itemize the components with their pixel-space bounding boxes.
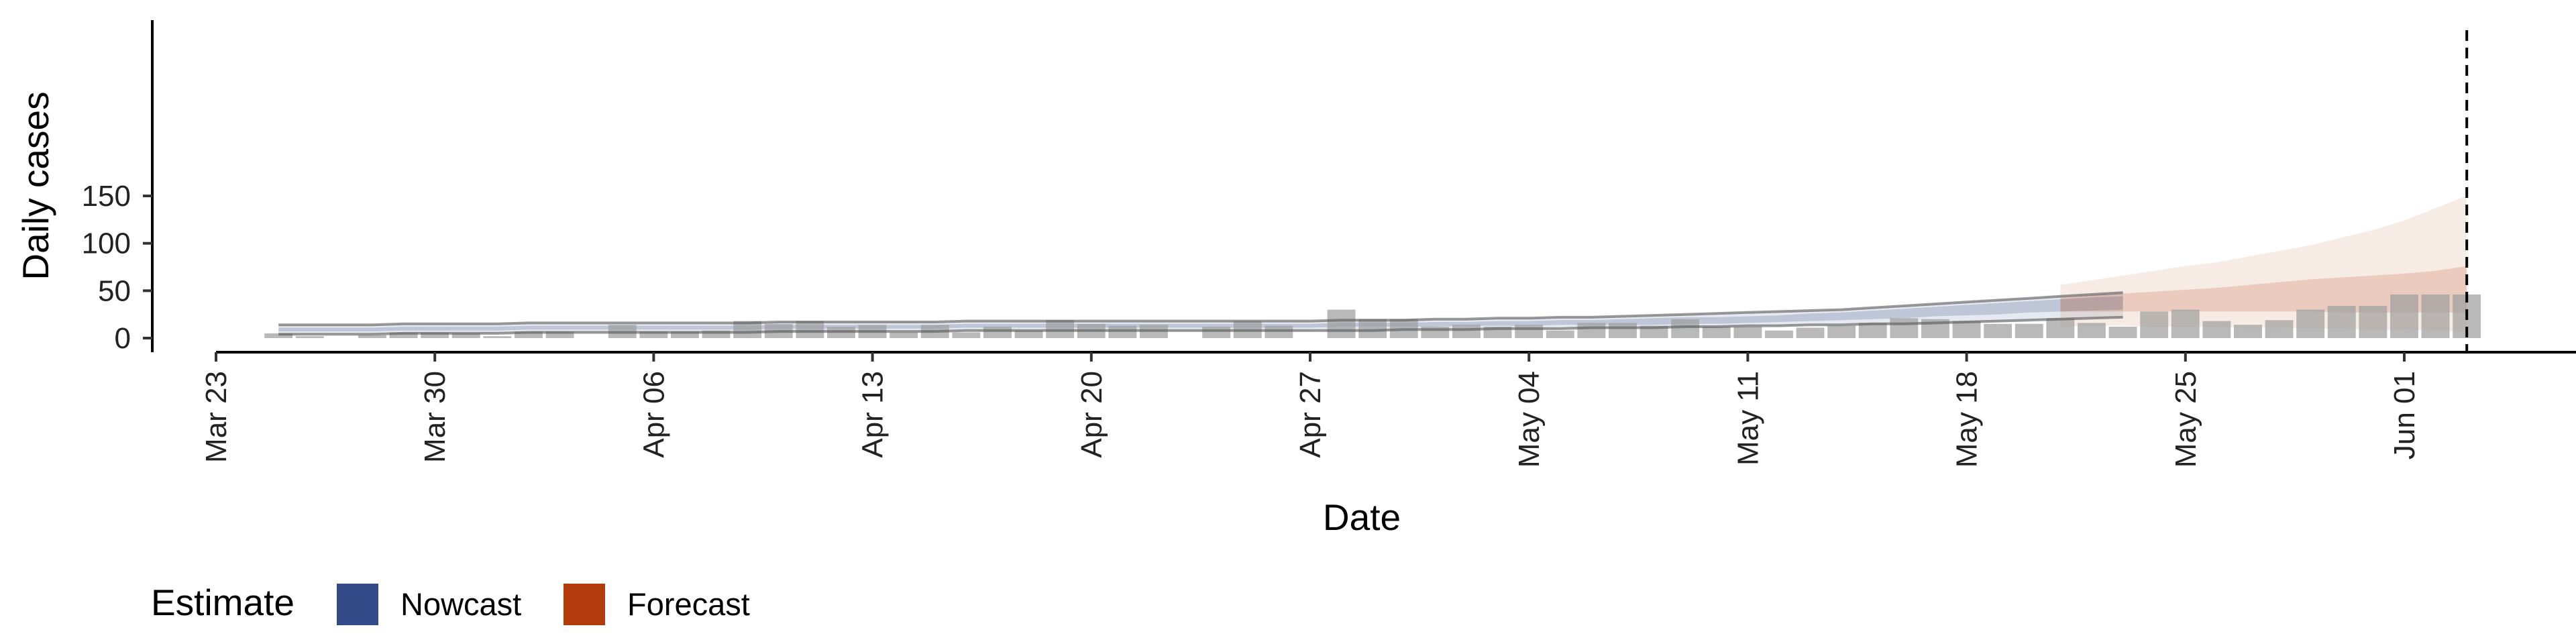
bar-2020-04-28 bbox=[1327, 309, 1356, 338]
x-tick-label: Mar 23 bbox=[200, 371, 233, 463]
legend-label-nowcast: Nowcast bbox=[400, 586, 521, 622]
bar-2020-05-12 bbox=[1765, 330, 1793, 338]
x-tick-label: Apr 06 bbox=[637, 371, 670, 458]
bar-2020-05-27 bbox=[2234, 325, 2262, 338]
bar-2020-05-22 bbox=[2078, 323, 2106, 338]
bar-2020-03-30 bbox=[421, 332, 449, 338]
bar-2020-05-11 bbox=[1733, 327, 1762, 338]
legend-title: Estimate bbox=[151, 582, 294, 623]
bands-layer bbox=[278, 196, 2467, 335]
bar-2020-03-28 bbox=[358, 335, 386, 338]
bar-2020-04-06 bbox=[639, 331, 668, 338]
x-tick-label: May 25 bbox=[2169, 371, 2202, 468]
bar-2020-05-16 bbox=[1890, 318, 1919, 338]
bar-2020-06-01 bbox=[2390, 294, 2418, 338]
bar-2020-04-18 bbox=[1014, 330, 1043, 338]
bar-2020-05-13 bbox=[1796, 327, 1825, 338]
bar-2020-05-18 bbox=[1952, 321, 1981, 338]
x-tick-label: Apr 20 bbox=[1075, 371, 1108, 458]
bar-2020-05-30 bbox=[2327, 306, 2356, 338]
bar-2020-06-02 bbox=[2421, 294, 2450, 338]
bar-2020-05-25 bbox=[2171, 309, 2200, 338]
legend: Estimate Nowcast Forecast bbox=[151, 582, 750, 625]
x-tick-label: May 04 bbox=[1513, 371, 1546, 468]
x-axis-title: Date bbox=[1323, 496, 1401, 538]
y-axis-title: Daily cases bbox=[15, 91, 56, 280]
bar-2020-03-31 bbox=[451, 333, 480, 338]
x-tick-label: Jun 01 bbox=[2388, 371, 2421, 460]
bar-2020-04-17 bbox=[983, 327, 1012, 338]
bar-2020-05-04 bbox=[1515, 325, 1544, 338]
nowcast-band-50 bbox=[278, 296, 2123, 332]
bar-2020-04-21 bbox=[1108, 325, 1137, 338]
y-tick-label: 150 bbox=[82, 180, 131, 213]
bar-2020-05-24 bbox=[2140, 311, 2169, 338]
bar-2020-05-31 bbox=[2359, 306, 2387, 338]
y-tick-label: 50 bbox=[98, 274, 131, 307]
bar-2020-03-26 bbox=[295, 336, 324, 338]
bar-2020-05-26 bbox=[2202, 321, 2231, 338]
bar-2020-05-21 bbox=[2046, 318, 2075, 338]
bar-2020-03-29 bbox=[389, 332, 418, 338]
bar-2020-04-26 bbox=[1265, 325, 1293, 338]
x-tick-label: May 18 bbox=[1951, 371, 1984, 468]
bar-2020-04-16 bbox=[952, 332, 981, 338]
bar-2020-05-09 bbox=[1671, 319, 1700, 338]
bar-2020-04-24 bbox=[1202, 327, 1231, 338]
y-ticks: 0 50 100 150 bbox=[82, 180, 152, 355]
y-tick-label: 100 bbox=[82, 227, 131, 260]
bar-2020-04-03 bbox=[545, 331, 574, 338]
bar-2020-05-29 bbox=[2296, 309, 2325, 338]
nowcast-lower-line bbox=[278, 315, 2123, 336]
forecast-band-50 bbox=[2060, 266, 2467, 313]
bar-2020-05-07 bbox=[1609, 323, 1637, 338]
bar-2020-04-01 bbox=[483, 336, 512, 338]
bar-2020-05-10 bbox=[1702, 327, 1731, 338]
legend-swatch-nowcast bbox=[337, 584, 378, 625]
bar-2020-04-02 bbox=[515, 331, 543, 338]
bar-2020-04-19 bbox=[1046, 320, 1075, 338]
x-tick-label: Apr 27 bbox=[1294, 371, 1327, 458]
bar-2020-05-02 bbox=[1452, 325, 1481, 338]
bar-2020-05-14 bbox=[1827, 325, 1856, 338]
x-ticks: Mar 23 Mar 30 Apr 06 Apr 13 Apr 20 Apr 27 May … bbox=[200, 352, 2421, 468]
lines-layer bbox=[278, 30, 2469, 352]
nowcast-upper-line bbox=[278, 291, 2123, 327]
bar-2020-05-28 bbox=[2265, 320, 2294, 338]
bar-2020-05-19 bbox=[1984, 323, 2012, 338]
bar-2020-05-23 bbox=[2108, 327, 2137, 338]
bar-2020-04-14 bbox=[890, 332, 918, 338]
bar-2020-04-08 bbox=[702, 330, 731, 338]
bar-2020-04-29 bbox=[1358, 319, 1387, 338]
bar-2020-03-25 bbox=[264, 333, 293, 338]
x-tick-label: Apr 13 bbox=[857, 371, 890, 458]
bar-2020-05-20 bbox=[2015, 323, 2043, 338]
bar-2020-05-06 bbox=[1577, 323, 1606, 338]
bar-2020-04-07 bbox=[671, 331, 699, 338]
x-tick-label: Mar 30 bbox=[419, 371, 451, 463]
x-tick-label: May 11 bbox=[1731, 371, 1764, 466]
legend-swatch-forecast bbox=[564, 584, 605, 625]
legend-label-forecast: Forecast bbox=[627, 586, 750, 622]
bar-2020-05-05 bbox=[1546, 330, 1574, 338]
bar-2020-04-11 bbox=[796, 321, 824, 338]
forecast-band-90 bbox=[2060, 196, 2467, 332]
bar-2020-05-15 bbox=[1858, 323, 1887, 338]
y-tick-label: 0 bbox=[115, 322, 131, 355]
